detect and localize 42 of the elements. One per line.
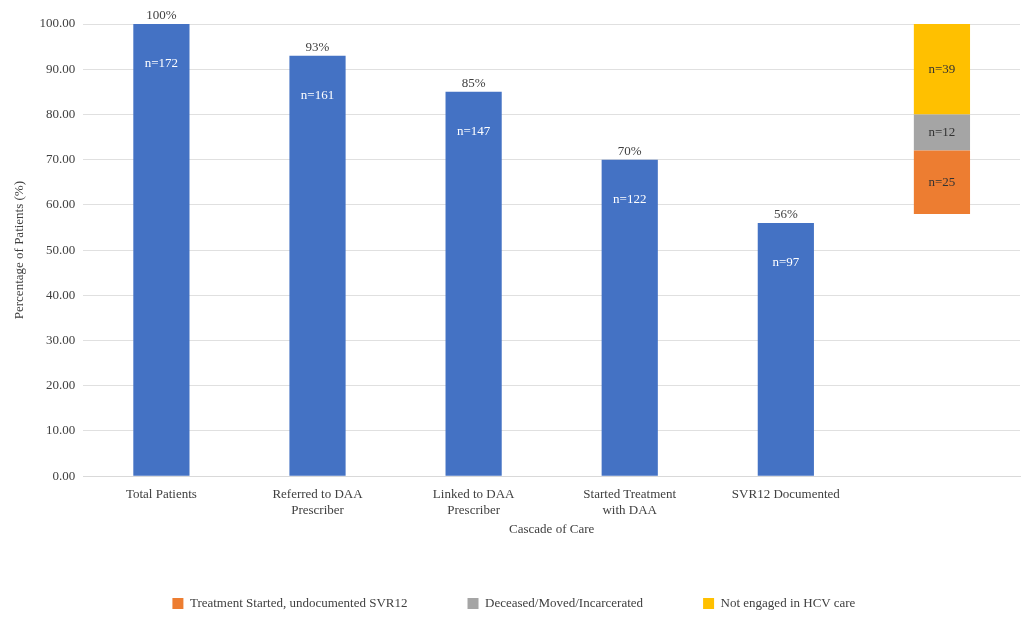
y-tick-label: 50.00 (46, 241, 76, 257)
y-tick-label: 30.00 (46, 331, 76, 347)
annotation: n=25 (928, 173, 956, 189)
y-tick-label: 0.00 (52, 467, 76, 483)
bar (913, 150, 971, 214)
x-tick-label: Referred to DAA Prescriber (272, 486, 364, 518)
annotation: n=12 (928, 123, 956, 139)
bar (913, 24, 971, 115)
annotation: n=122 (613, 191, 647, 207)
annotation: n=161 (300, 87, 335, 103)
legend-label: Not engaged in HCV care (720, 594, 856, 610)
data-label: 56% (773, 205, 798, 221)
bar (289, 55, 346, 476)
y-axis-title: Percentage of Patients (%) (11, 180, 27, 320)
annotation: n=147 (456, 123, 491, 139)
data-label: 93% (305, 38, 330, 54)
annotation: n=97 (772, 254, 800, 270)
y-tick-label: 100.00 (39, 15, 76, 31)
y-tick-label: 80.00 (46, 105, 76, 121)
data-label: 70% (617, 142, 642, 158)
y-tick-label: 40.00 (46, 286, 76, 302)
bar (601, 159, 658, 476)
data-label: 85% (461, 74, 486, 90)
y-tick-label: 60.00 (46, 196, 76, 212)
annotation: n=172 (144, 55, 179, 71)
bar (913, 114, 971, 151)
y-tick-label: 70.00 (46, 151, 76, 167)
x-axis-title: Cascade of Care (509, 520, 595, 536)
bar (757, 222, 814, 476)
y-tick-label: 10.00 (46, 422, 76, 438)
x-tick-label: Started Treatment with DAA (583, 486, 677, 518)
data-label: 100% (146, 6, 177, 22)
x-tick-label: Linked to DAA Prescriber (432, 486, 516, 518)
bar (133, 24, 190, 476)
x-tick-label: SVR12 Documented (731, 486, 841, 502)
y-tick-label: 90.00 (46, 60, 76, 76)
bar (445, 91, 502, 476)
y-tick-label: 20.00 (46, 377, 76, 393)
legend-label: Deceased/Moved/Incarcerated (485, 594, 644, 610)
legend-label: Treatment Started, undocumented SVR12 (189, 594, 408, 610)
x-tick-label: Total Patients (125, 486, 197, 502)
annotation: n=39 (928, 60, 956, 76)
